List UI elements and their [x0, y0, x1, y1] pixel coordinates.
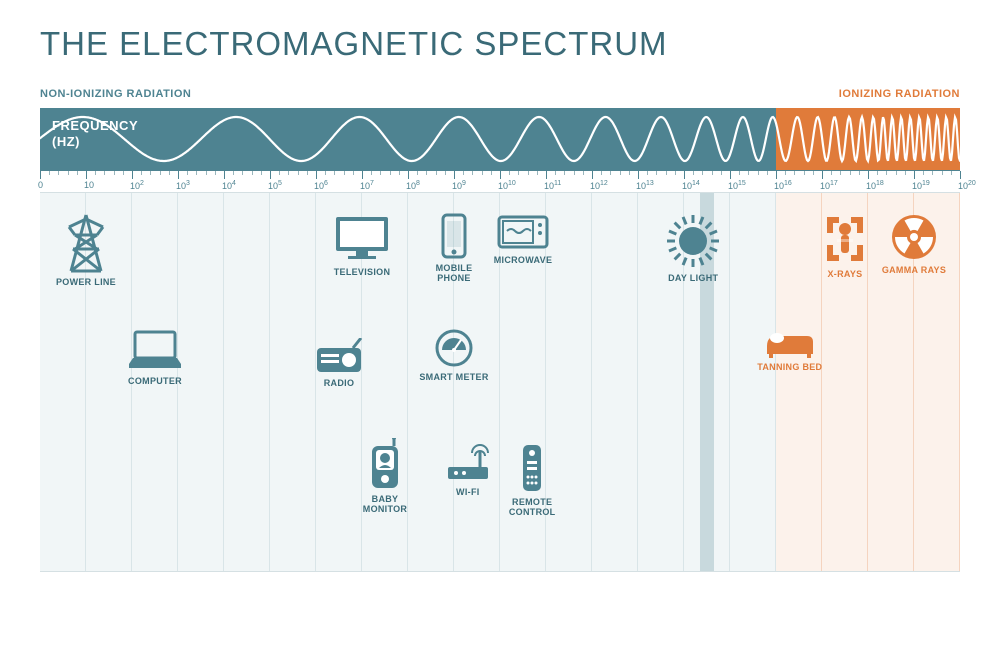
axis-tick [684, 171, 685, 179]
axis-tick-label: 1019 [912, 180, 930, 191]
item-mobile-phone: MOBILE PHONE [419, 213, 489, 283]
meter-icon [434, 328, 474, 368]
frequency-band: FREQUENCY(HZ) [40, 108, 960, 170]
radiation-icon [890, 213, 938, 261]
axis-tick [86, 171, 87, 179]
item-television: TELEVISION [327, 213, 397, 277]
non-ionizing-label: NON-IONIZING RADIATION [40, 88, 191, 100]
axis-tick [408, 171, 409, 179]
axis-tick-label: 1015 [728, 180, 746, 191]
item-label: X-RAYS [828, 269, 863, 279]
axis-tick [454, 171, 455, 179]
axis-tick-label: 1012 [590, 180, 608, 191]
item-remote-control: REMOTE CONTROL [497, 443, 567, 517]
axis-tick-label: 103 [176, 180, 190, 191]
item-label: SMART METER [419, 372, 488, 382]
item-label: WI-FI [456, 487, 480, 497]
axis-tick-label: 1016 [774, 180, 792, 191]
item-label: GAMMA RAYS [882, 265, 946, 275]
axis-tick-label: 1018 [866, 180, 884, 191]
tv-icon [332, 213, 392, 263]
phone-icon [441, 213, 467, 259]
axis-tick [638, 171, 639, 179]
item-day-light: DAY LIGHT [658, 213, 728, 283]
axis-tick-label: 1011 [544, 180, 561, 191]
item-gamma-rays: GAMMA RAYS [879, 213, 949, 275]
axis-tick [822, 171, 823, 179]
band-ionizing [776, 108, 960, 170]
item-baby-monitor: BABY MONITOR [350, 438, 420, 514]
spectrum-canvas: POWER LINE COMPUTER TELEVISION RADIO BABY MO… [40, 192, 960, 572]
axis-tick [868, 171, 869, 179]
item-label: TELEVISION [334, 267, 391, 277]
axis-tick [362, 171, 363, 179]
item-label: REMOTE CONTROL [497, 497, 567, 517]
item-label: DAY LIGHT [668, 273, 718, 283]
router-icon [444, 443, 492, 483]
axis-tick-label: 1013 [636, 180, 654, 191]
radio-icon [315, 338, 363, 374]
remote-icon [521, 443, 543, 493]
sun-icon [665, 213, 721, 269]
spectrum-column [730, 193, 776, 571]
item-label: MICROWAVE [494, 255, 553, 265]
baby-icon [366, 438, 404, 490]
xray-icon [823, 213, 867, 265]
header-labels: NON-IONIZING RADIATION IONIZING RADIATIO… [40, 88, 960, 106]
axis-tick [776, 171, 777, 179]
ionizing-label: IONIZING RADIATION [839, 88, 960, 100]
axis-tick-label: 0 [38, 180, 43, 190]
item-label: POWER LINE [56, 277, 116, 287]
item-label: RADIO [324, 378, 355, 388]
axis-tick-label: 1020 [958, 180, 976, 191]
axis-tick-label: 104 [222, 180, 236, 191]
item-computer: COMPUTER [120, 328, 190, 386]
axis-tick-label: 10 [84, 180, 94, 190]
axis-tick [500, 171, 501, 179]
axis-tick [40, 171, 41, 179]
band-label: FREQUENCY(HZ) [52, 118, 138, 149]
axis-tick-label: 107 [360, 180, 374, 191]
axis-tick-label: 105 [268, 180, 282, 191]
axis-tick-label: 1017 [820, 180, 838, 191]
spectrum-column [592, 193, 638, 571]
item-radio: RADIO [304, 338, 374, 388]
spectrum-column [224, 193, 270, 571]
band-nonionizing: FREQUENCY(HZ) [40, 108, 776, 170]
axis-tick [316, 171, 317, 179]
item-label: COMPUTER [128, 376, 182, 386]
item-microwave: MICROWAVE [488, 213, 558, 265]
axis-tick-label: 109 [452, 180, 466, 191]
axis-tick [914, 171, 915, 179]
laptop-icon [123, 328, 187, 372]
item-smart-meter: SMART METER [419, 328, 489, 382]
item-x-rays: X-RAYS [810, 213, 880, 279]
tower-icon [63, 213, 109, 273]
bed-icon [763, 328, 817, 358]
item-power-line: POWER LINE [51, 213, 121, 287]
axis-tick-label: 1014 [682, 180, 700, 191]
axis-tick [592, 171, 593, 179]
frequency-axis: 0 10 102 103 104 105 106 107 108 109 1010 1011 1012 1… [40, 170, 960, 192]
axis-tick [132, 171, 133, 179]
page-title: THE ELECTROMAGNETIC SPECTRUM [40, 25, 960, 63]
item-wifi: WI-FI [433, 443, 503, 497]
item-label: BABY MONITOR [350, 494, 420, 514]
axis-tick-label: 108 [406, 180, 420, 191]
axis-tick [270, 171, 271, 179]
axis-tick-label: 1010 [498, 180, 516, 191]
axis-tick-label: 102 [130, 180, 144, 191]
item-tanning-bed: TANNING BED [755, 328, 825, 372]
item-label: TANNING BED [757, 362, 822, 372]
axis-tick [960, 171, 961, 179]
axis-tick [178, 171, 179, 179]
microwave-icon [497, 213, 549, 251]
axis-tick-label: 106 [314, 180, 328, 191]
axis-tick [546, 171, 547, 179]
axis-tick [224, 171, 225, 179]
axis-tick [730, 171, 731, 179]
item-label: MOBILE PHONE [419, 263, 489, 283]
